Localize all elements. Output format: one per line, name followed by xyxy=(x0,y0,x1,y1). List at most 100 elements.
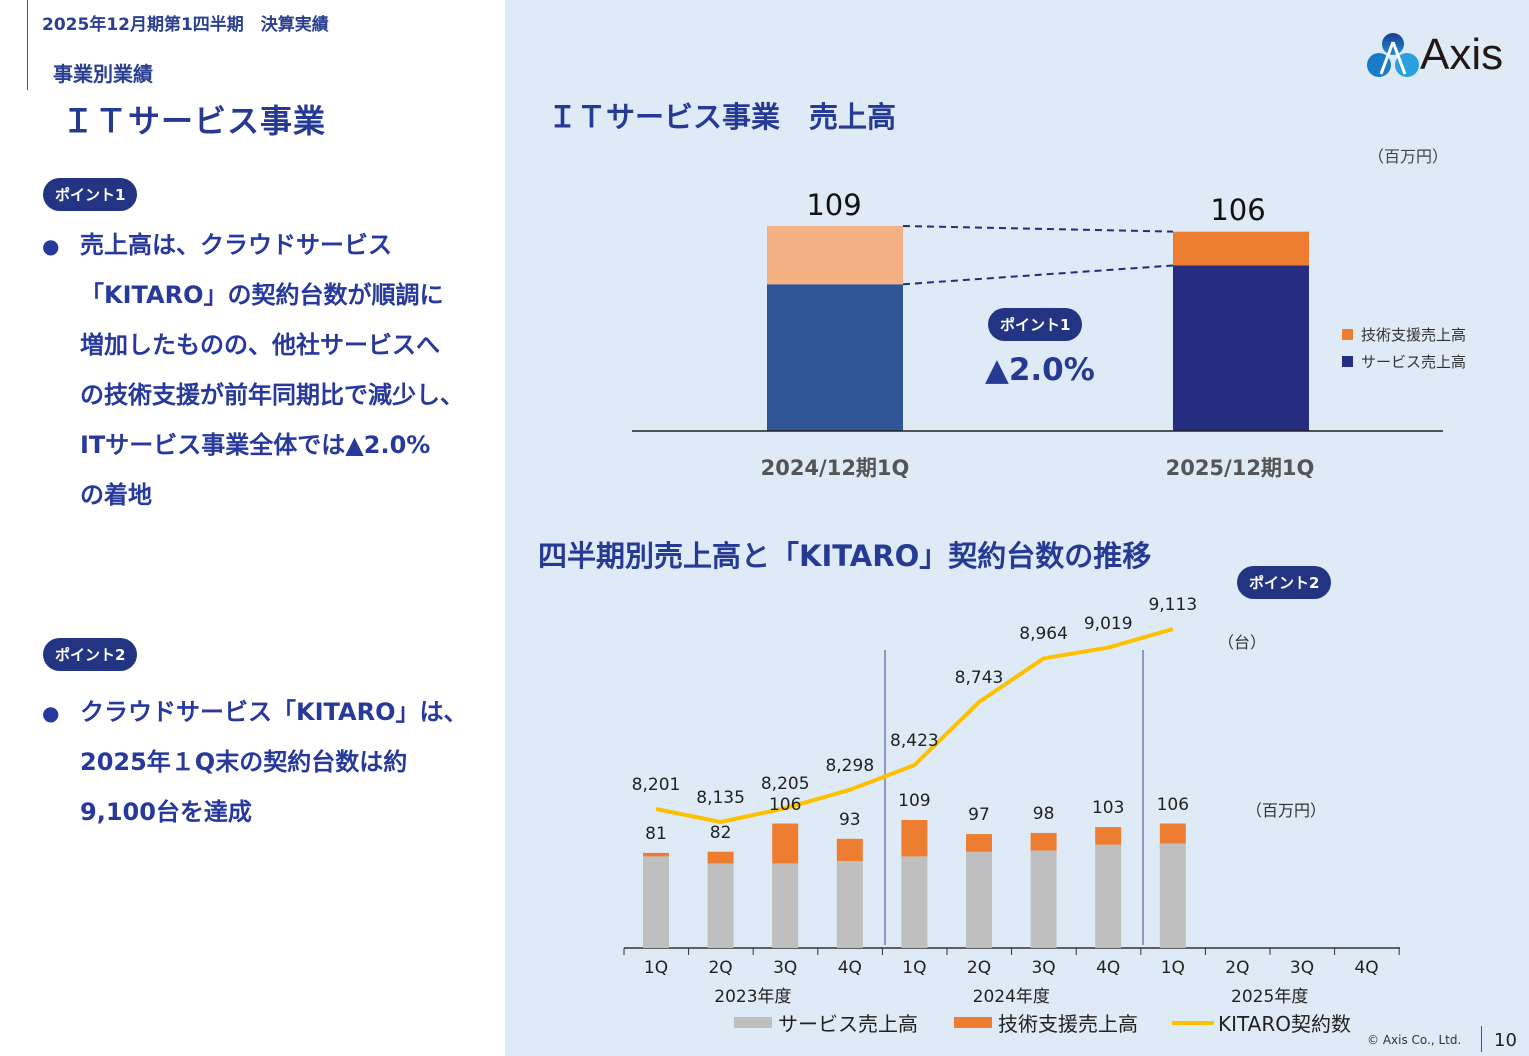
x-tick-label: 4Q xyxy=(837,958,862,978)
x-tick-label: 3Q xyxy=(773,958,798,978)
connector-line xyxy=(902,264,1174,286)
chart2-line-unit: （台） xyxy=(1218,633,1267,652)
legend-item: サービス売上高 xyxy=(1342,351,1466,372)
line-value-label: 8,298 xyxy=(825,755,875,776)
service-bar xyxy=(772,863,799,948)
legend-swatch xyxy=(1172,1020,1214,1025)
right-panel xyxy=(505,0,1529,1056)
chart1-x-label: 2024/12期1Q xyxy=(760,456,910,480)
text-line: 「KITARO」の契約台数が順調に xyxy=(80,281,444,309)
service-bar xyxy=(643,856,669,948)
chart1-title: ＩＴサービス事業 売上高 xyxy=(548,100,897,134)
point1-badge: ポイント1 xyxy=(43,178,138,211)
bar-total-label: 109 xyxy=(898,791,931,811)
tech-bar xyxy=(643,852,669,857)
bar-total-label: 106 xyxy=(1156,794,1190,815)
tech-bar xyxy=(707,851,734,864)
line-value-label: 8,205 xyxy=(760,774,810,795)
x-tick-label: 3Q xyxy=(1031,958,1056,978)
bar-total-label: 98 xyxy=(1032,803,1055,824)
service-bar xyxy=(966,851,992,948)
copyright: © Axis Co., Ltd. xyxy=(1367,1033,1462,1047)
fiscal-year-label: 2023年度 xyxy=(714,987,792,1007)
chart1-change-label: ▲2.0% xyxy=(985,352,1095,388)
x-tick-label: 2Q xyxy=(966,958,992,978)
tech-bar xyxy=(767,226,903,285)
line-value-label: 8,743 xyxy=(954,668,1004,689)
text-line: の技術支援が前年同期比で減少し、 xyxy=(80,381,464,409)
logo-text: Axis xyxy=(1420,30,1504,79)
logo-icon xyxy=(1367,33,1419,77)
service-bar xyxy=(836,861,863,948)
section-label: 事業別業績 xyxy=(53,62,153,86)
divider xyxy=(27,0,28,90)
text-line: 9,100台を達成 xyxy=(80,798,252,826)
service-bar xyxy=(1030,850,1057,948)
x-tick-label: 4Q xyxy=(1354,958,1379,978)
legend-item: サービス売上高 xyxy=(734,1008,918,1037)
x-tick-label: 2Q xyxy=(708,958,733,978)
chart1-unit: （百万円） xyxy=(1368,147,1449,166)
bar-total-label: 82 xyxy=(709,822,732,843)
point2-badge: ポイント2 xyxy=(43,638,138,671)
axis-logo: Axis xyxy=(1366,30,1503,80)
service-bar xyxy=(707,863,734,948)
legend-swatch xyxy=(954,1017,992,1028)
line-value-label: 8,201 xyxy=(631,774,681,795)
bullet-icon: ● xyxy=(42,234,60,258)
service-bar xyxy=(767,284,903,431)
divider xyxy=(1481,1026,1482,1052)
x-tick-label: 3Q xyxy=(1289,958,1315,978)
legend-label: 技術支援売上高 xyxy=(998,1012,1138,1036)
legend-item: KITARO契約数 xyxy=(1172,1008,1351,1037)
bar-total-label: 97 xyxy=(968,805,990,826)
line-value-label: 8,964 xyxy=(1019,624,1068,645)
text-line: の着地 xyxy=(80,481,152,509)
point1-text: 売上高は、クラウドサービス「KITARO」の契約台数が順調に 増加したものの、他社… xyxy=(80,220,510,520)
legend-label: サービス売上高 xyxy=(778,1012,918,1036)
page-title: ＩＴサービス事業 xyxy=(62,102,327,140)
text-line: 増加したものの、他社サービスへ xyxy=(80,331,440,359)
text-line: 売上高は、クラウドサービス xyxy=(80,231,392,259)
tech-bar xyxy=(1173,231,1309,266)
x-tick-label: 4Q xyxy=(1096,958,1121,978)
legend-label: 技術支援売上高 xyxy=(1361,326,1467,344)
tech-bar xyxy=(1095,827,1122,845)
legend-item: 技術支援売上高 xyxy=(954,1008,1138,1037)
legend-label: KITARO契約数 xyxy=(1218,1012,1351,1036)
chart1-total-label: 106 xyxy=(1210,193,1266,227)
chart1-x-label: 2025/12期1Q xyxy=(1165,456,1315,480)
line-value-label: 8,423 xyxy=(890,731,939,752)
tech-bar xyxy=(836,838,863,862)
legend-label: サービス売上高 xyxy=(1361,353,1467,371)
bullet-icon: ● xyxy=(42,701,60,725)
chart1-total-label: 109 xyxy=(806,188,862,222)
x-tick-label: 1Q xyxy=(643,958,669,978)
chart2-point2-badge: ポイント2 xyxy=(1237,566,1332,599)
text-line: ITサービス事業全体では▲2.0% xyxy=(80,431,431,459)
chart1-point1-badge: ポイント1 xyxy=(988,308,1083,341)
fiscal-year-label: 2025年度 xyxy=(1231,987,1309,1007)
service-bar xyxy=(1159,843,1186,948)
bar-total-label: 103 xyxy=(1091,798,1125,819)
line-value-label: 9,019 xyxy=(1083,613,1133,634)
x-tick-label: 2Q xyxy=(1225,958,1250,978)
tech-bar xyxy=(966,834,992,852)
legend-item: 技術支援売上高 xyxy=(1342,324,1466,345)
left-panel: 2025年12月期第1四半期 決算実績 事業別業績 ＩＴサービス事業 ポイント1… xyxy=(0,0,505,1056)
chart2-title: 四半期別売上高と「KITARO」契約台数の推移 xyxy=(538,539,1152,573)
service-bar xyxy=(1173,265,1309,431)
x-tick-label: 1Q xyxy=(1160,958,1185,978)
service-bar xyxy=(901,856,928,948)
legend-swatch xyxy=(1342,356,1353,367)
text-line: 2025年１Q末の契約台数は約 xyxy=(80,748,408,776)
point2-text: クラウドサービス「KITARO」は、 2025年１Q末の契約台数は約 9,100台を… xyxy=(80,687,510,837)
x-tick-label: 1Q xyxy=(902,958,927,978)
tech-bar xyxy=(772,823,799,864)
connector-line xyxy=(902,225,1174,233)
chart2-bar-unit: （百万円） xyxy=(1246,801,1327,820)
tech-bar xyxy=(1030,832,1057,851)
tech-bar xyxy=(901,820,928,857)
